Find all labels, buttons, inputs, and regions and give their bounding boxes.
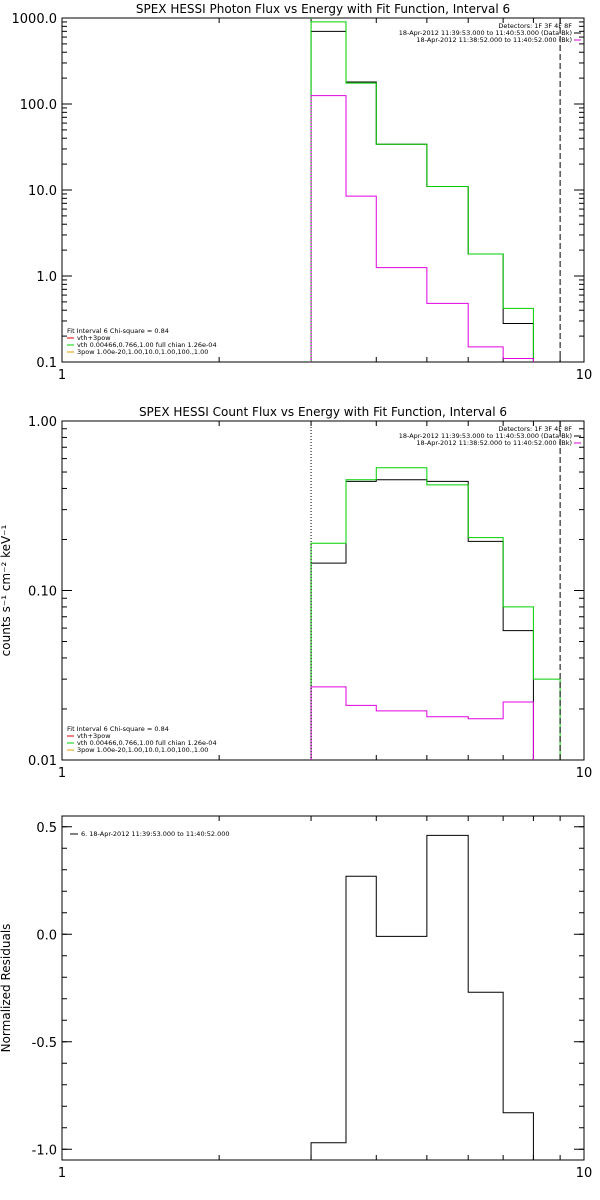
y-tick-label: 0.0 bbox=[36, 928, 57, 943]
legend-label: Fit Interval 6 Chi-square = 0.84 bbox=[67, 327, 169, 335]
y-tick-label: 1000.0 bbox=[12, 12, 58, 27]
x-tick-label: 1 bbox=[58, 766, 66, 781]
legend-label: 3pow 1.00e-20,1.00,10.0,1.00,100.,1.00 bbox=[77, 348, 208, 356]
y-tick-label: -1.0 bbox=[32, 1143, 57, 1158]
x-tick-label: 10 bbox=[576, 1166, 593, 1181]
legend-label: 3pow 1.00e-20,1.00,10.0,1.00,100.,1.00 bbox=[77, 746, 208, 754]
series-line-2 bbox=[310, 467, 561, 760]
legend-label: 18-Apr-2012 11:38:52.000 to 11:40:52.000… bbox=[416, 36, 572, 44]
y-tick-label: 0.1 bbox=[36, 356, 57, 371]
x-tick-label: 10 bbox=[576, 766, 593, 781]
y-tick-label: 10.0 bbox=[28, 184, 57, 199]
y-tick-label: 1.0 bbox=[36, 270, 57, 285]
legend-label: Detectors: 1F 3F 4F 8F bbox=[498, 22, 572, 30]
legend-label: 6. 18-Apr-2012 11:39:53.000 to 11:40:52.… bbox=[81, 830, 230, 838]
legend-label: 18-Apr-2012 11:38:52.000 to 11:40:52.000… bbox=[416, 439, 572, 447]
panel-2: SPEX HESSI Count Flux vs Energy with Fit… bbox=[0, 405, 592, 781]
y-axis-label: counts s⁻¹ cm⁻² keV⁻¹ bbox=[0, 524, 13, 656]
y-tick-label: -0.5 bbox=[32, 1036, 57, 1051]
series-line-3 bbox=[310, 95, 534, 362]
y-tick-label: 0.01 bbox=[28, 754, 57, 769]
panel-3: -1.0 -0.5 0.0 0.5 1 10 Normalized Residuals 6. … bbox=[0, 815, 593, 1181]
series-line-3 bbox=[310, 686, 534, 760]
series-line-1 bbox=[310, 30, 534, 362]
legend-label: Detectors: 1F 3F 4F 8F bbox=[498, 425, 572, 433]
legend-label: vth+3pow bbox=[77, 334, 111, 342]
y-tick-label: 1.00 bbox=[28, 415, 57, 430]
y-tick-label: 0.5 bbox=[36, 821, 57, 836]
legend-label: 18-Apr-2012 11:39:53.000 to 11:40:53.000… bbox=[399, 29, 572, 37]
series-line-2 bbox=[310, 21, 534, 362]
x-tick-label: 1 bbox=[58, 368, 66, 383]
plot-frame bbox=[61, 420, 585, 761]
series-line-1 bbox=[310, 479, 534, 760]
y-tick-label: 0.10 bbox=[28, 585, 57, 600]
series-line-1 bbox=[310, 834, 534, 1160]
chart-title: SPEX HESSI Count Flux vs Energy with Fit… bbox=[139, 405, 507, 419]
legend-label: 18-Apr-2012 11:39:53.000 to 11:40:53.000… bbox=[399, 432, 572, 440]
y-axis-label: Normalized Residuals bbox=[0, 924, 13, 1053]
chart-title: SPEX HESSI Photon Flux vs Energy with Fi… bbox=[136, 2, 510, 16]
legend-label: vth 0.00466,0.766,1.00 full chian 1.26e-… bbox=[77, 341, 217, 349]
x-tick-label: 1 bbox=[58, 1166, 66, 1181]
legend-label: vth 0.00466,0.766,1.00 full chian 1.26e-… bbox=[77, 739, 217, 747]
panel-1: SPEX HESSI Photon Flux vs Energy with Fi… bbox=[12, 2, 593, 383]
y-tick-label: 100.0 bbox=[20, 98, 57, 113]
plot-frame bbox=[61, 815, 585, 1161]
legend-label: vth+3pow bbox=[77, 732, 111, 740]
x-tick-label: 10 bbox=[576, 368, 593, 383]
legend-label: Fit Interval 6 Chi-square = 0.84 bbox=[67, 725, 169, 733]
plot-frame bbox=[61, 17, 585, 363]
